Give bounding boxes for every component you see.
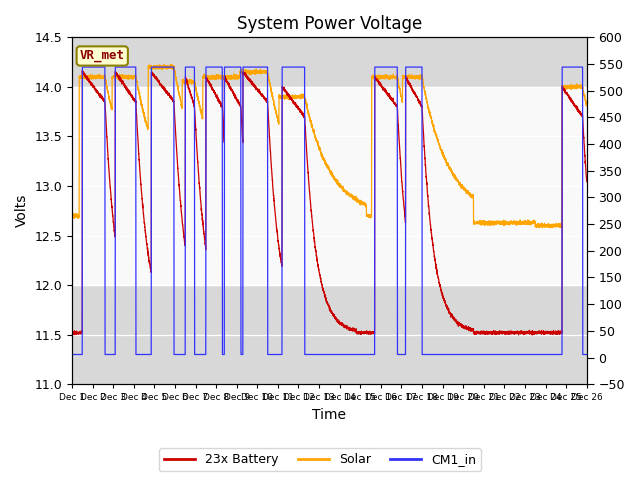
23x Battery xyxy=(162,87,170,93)
23x Battery xyxy=(377,82,385,88)
CM1_in xyxy=(583,352,591,358)
23x Battery xyxy=(583,179,591,184)
CM1_in xyxy=(452,352,460,358)
Line: 23x Battery: 23x Battery xyxy=(72,71,587,335)
23x Battery xyxy=(265,123,273,129)
CM1_in xyxy=(162,64,170,70)
Y-axis label: Volts: Volts xyxy=(15,194,29,228)
Solar xyxy=(452,176,460,181)
Solar xyxy=(583,102,591,108)
Line: Solar: Solar xyxy=(72,64,587,228)
23x Battery xyxy=(452,318,460,324)
Solar xyxy=(265,75,273,81)
X-axis label: Time: Time xyxy=(312,408,346,422)
CM1_in xyxy=(265,352,273,358)
Title: System Power Voltage: System Power Voltage xyxy=(237,15,422,33)
CM1_in xyxy=(377,64,385,70)
23x Battery xyxy=(79,68,86,73)
23x Battery xyxy=(528,332,536,338)
Line: CM1_in: CM1_in xyxy=(72,67,587,355)
Text: VR_met: VR_met xyxy=(80,49,125,62)
CM1_in xyxy=(403,64,411,70)
Solar xyxy=(162,65,170,71)
23x Battery xyxy=(403,76,411,82)
CM1_in xyxy=(492,352,499,358)
Solar xyxy=(68,213,76,218)
Solar xyxy=(167,61,175,67)
Solar xyxy=(377,74,385,80)
CM1_in xyxy=(68,352,76,358)
Solar xyxy=(403,74,411,80)
Legend: 23x Battery, Solar, CM1_in: 23x Battery, Solar, CM1_in xyxy=(159,448,481,471)
Bar xyxy=(72,87,587,285)
Solar xyxy=(492,219,499,225)
CM1_in xyxy=(79,64,86,70)
Solar xyxy=(538,225,546,231)
23x Battery xyxy=(68,328,76,334)
23x Battery xyxy=(492,329,499,335)
